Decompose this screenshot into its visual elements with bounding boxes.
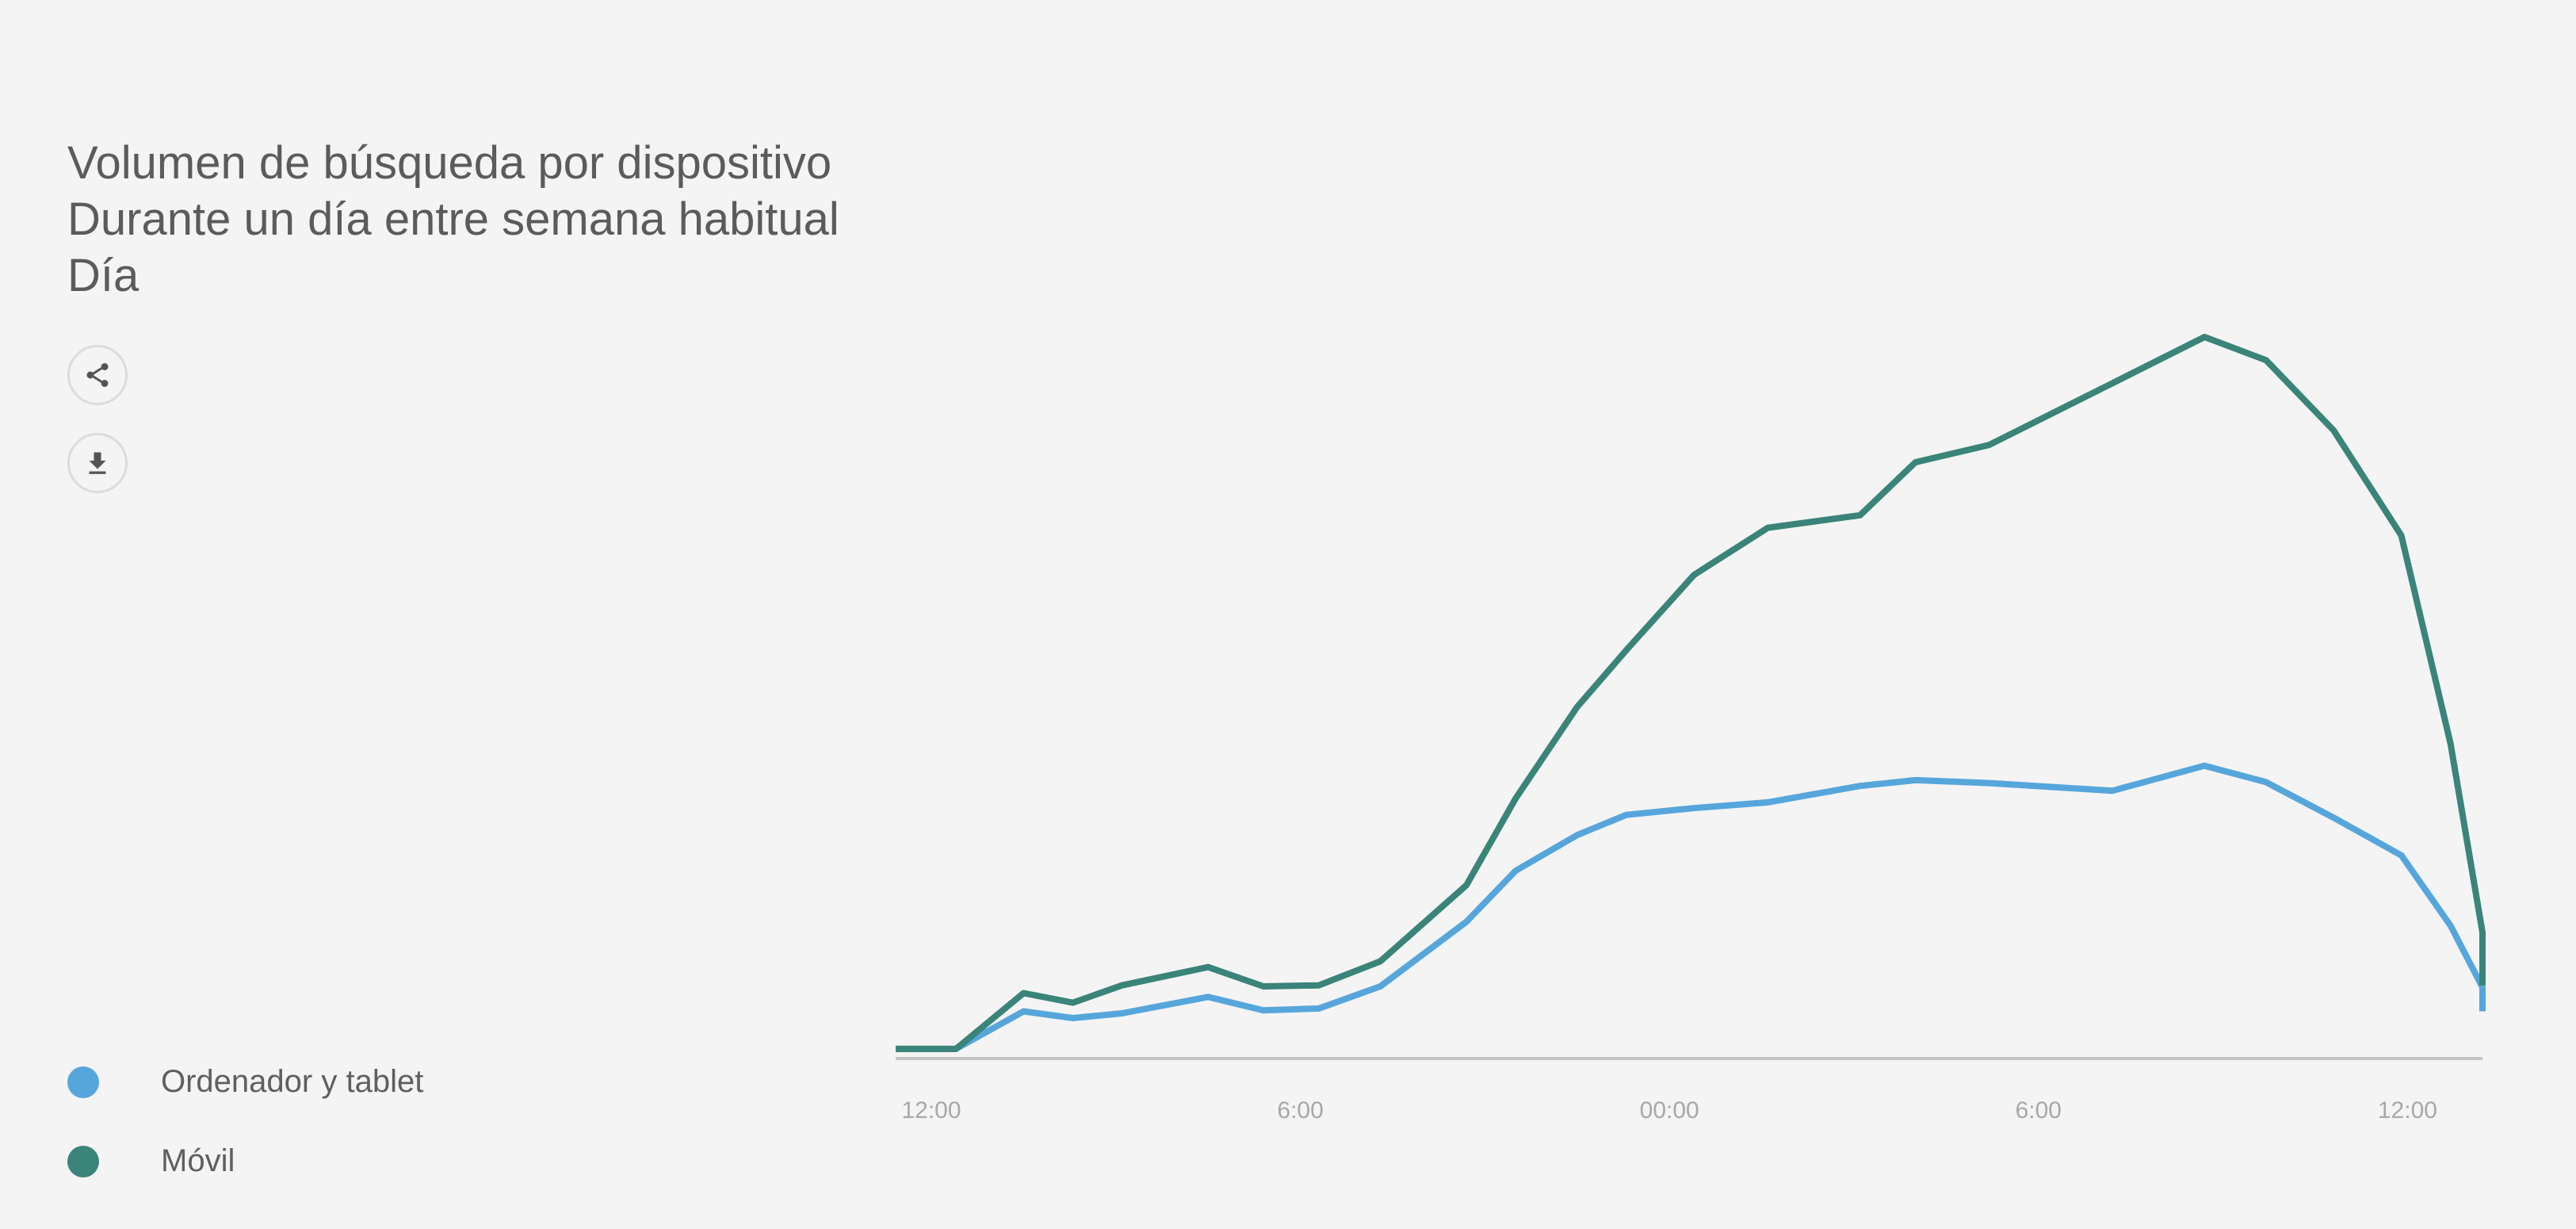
legend-swatch-desktop (67, 1066, 99, 1098)
x-tick-label: 12:00 (2378, 1097, 2437, 1124)
x-tick-label: 6:00 (1277, 1097, 1323, 1124)
x-tick-label: 6:00 (2016, 1097, 2062, 1124)
download-button[interactable] (67, 433, 128, 493)
chart-title: Volumen de búsqueda por dispositivo (67, 137, 832, 189)
legend-label-desktop: Ordenador y tablet (161, 1064, 424, 1099)
legend-item-mobile: Móvil (67, 1143, 235, 1179)
legend-swatch-mobile (67, 1145, 99, 1177)
series-line-desktop (896, 762, 2486, 1052)
series-group (896, 334, 2486, 1052)
chart-title-block: Volumen de búsqueda por dispositivo Dura… (67, 135, 839, 304)
chart-subtitle: Durante un día entre semana habitual (67, 193, 839, 245)
series-line-mobile (896, 334, 2486, 1052)
share-button[interactable] (67, 345, 128, 405)
share-icon (86, 363, 109, 387)
legend-item-desktop: Ordenador y tablet (67, 1064, 423, 1100)
x-tick-label: 00:00 (1640, 1097, 1699, 1124)
chart-period: Día (67, 250, 140, 301)
legend-label-mobile: Móvil (161, 1143, 235, 1178)
x-tick-label: 12:00 (901, 1097, 961, 1124)
download-icon (89, 452, 106, 474)
x-axis-ticks: 12:00 6:00 00:00 6:00 12:00 (901, 1097, 2436, 1124)
